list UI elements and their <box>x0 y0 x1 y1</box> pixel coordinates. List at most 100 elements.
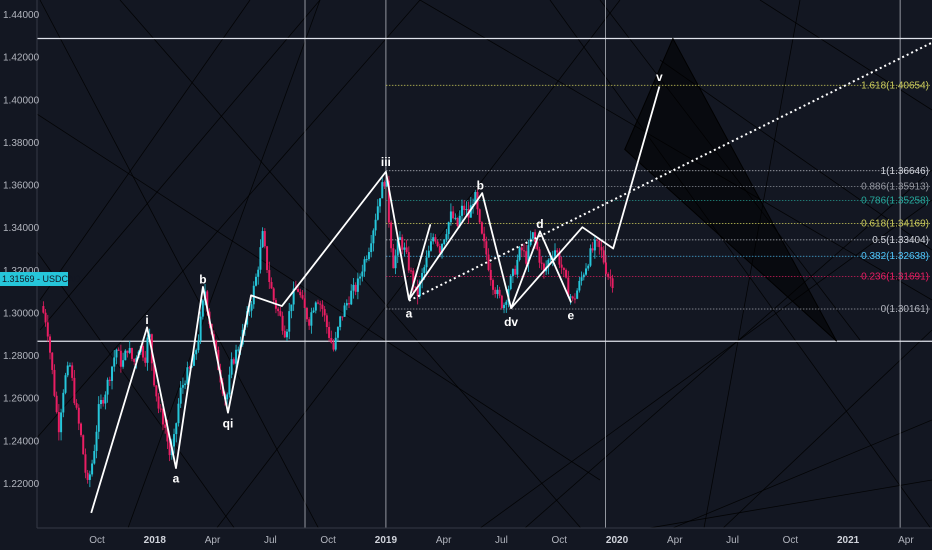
candle-body <box>509 275 512 290</box>
y-tick-label: 1.32000 <box>3 266 40 277</box>
candle-body <box>84 454 87 473</box>
candle-body <box>396 239 399 256</box>
candle-body <box>122 360 125 367</box>
candle-body <box>332 342 335 350</box>
candle-body <box>491 280 494 290</box>
candle-body <box>551 257 554 259</box>
x-tick-label: 2021 <box>837 535 860 546</box>
elliott-wave <box>90 86 661 514</box>
candle-body <box>454 217 457 219</box>
candle-body <box>106 379 109 395</box>
candle-body <box>405 247 408 253</box>
candle-body <box>86 472 89 480</box>
candle-body <box>596 239 599 241</box>
candle-body <box>345 303 348 306</box>
candle-body <box>73 377 76 404</box>
background-ray <box>699 329 932 550</box>
candle-body <box>607 273 610 278</box>
candle-body <box>192 354 195 366</box>
candle-body <box>75 403 78 408</box>
candle-body <box>483 233 486 242</box>
fib-level-label: 0.236(1.31691) <box>861 271 929 282</box>
background-ray <box>39 0 331 550</box>
candle-body <box>46 322 49 337</box>
candle-body <box>157 396 160 409</box>
candle-body <box>49 336 52 353</box>
trendline <box>408 41 932 302</box>
candle-body <box>418 281 421 296</box>
candle-body <box>212 334 215 341</box>
candle-body <box>343 305 346 317</box>
candle-body <box>518 247 521 260</box>
candle-body <box>600 247 603 251</box>
candle-body <box>42 306 45 313</box>
candle-body <box>133 358 136 362</box>
candle-body <box>312 310 315 313</box>
candle-body <box>153 363 156 386</box>
candle-body <box>376 206 379 220</box>
candle-body <box>250 304 253 311</box>
candle-body <box>91 463 94 475</box>
candle-body <box>576 290 579 299</box>
candle-body <box>383 182 386 187</box>
background-ray <box>699 0 801 550</box>
candle-body <box>591 248 594 251</box>
x-tick-label: Apr <box>436 535 452 546</box>
candle-body <box>452 211 455 219</box>
candle-body <box>93 450 96 464</box>
candle-body <box>547 259 550 268</box>
candle-body <box>235 349 238 364</box>
y-tick-label: 1.28000 <box>3 351 40 362</box>
candle-body <box>325 315 328 328</box>
candle-body <box>429 241 432 251</box>
y-tick-label: 1.38000 <box>3 138 40 149</box>
candle-body <box>531 232 534 239</box>
candle-body <box>589 248 592 266</box>
candle-body <box>270 282 273 289</box>
candle-body <box>379 198 382 207</box>
background-ray <box>0 89 601 481</box>
candle-body <box>445 234 448 240</box>
candle-body <box>436 241 439 247</box>
candle-body <box>573 298 576 300</box>
candle-body <box>480 222 483 234</box>
candle-body <box>71 365 74 378</box>
candle-body <box>449 211 452 223</box>
candle-body <box>173 434 176 447</box>
candle-body <box>602 250 605 263</box>
candle-body <box>443 239 446 245</box>
candle-body <box>381 182 384 199</box>
wave-label: e <box>567 309 574 323</box>
candle-body <box>68 365 71 367</box>
candle-body <box>403 247 406 250</box>
candle-body <box>565 269 568 278</box>
candle-body <box>199 316 202 341</box>
candle-body <box>520 247 523 251</box>
candle-body <box>119 350 122 367</box>
candle-body <box>62 392 65 413</box>
candle-body <box>569 296 572 298</box>
candle-body <box>438 246 441 253</box>
dotted-trendline <box>408 41 932 302</box>
candle-body <box>458 215 461 226</box>
candle-body <box>195 350 198 355</box>
background-ray <box>199 0 621 550</box>
candle-body <box>516 259 519 275</box>
candle-body <box>567 277 570 297</box>
fib-level-label: 0.886(1.35913) <box>861 181 929 192</box>
candle-body <box>334 337 337 350</box>
wave-label: a <box>406 307 413 321</box>
candle-body <box>126 350 129 353</box>
candle-body <box>460 205 463 216</box>
x-tick-label: Apr <box>205 535 221 546</box>
projection-cone-shape <box>624 37 838 342</box>
x-tick-label: Jul <box>495 535 508 546</box>
candle-body <box>425 257 428 268</box>
candle-body <box>500 295 503 309</box>
candle-body <box>330 337 333 343</box>
price-tag[interactable] <box>0 272 68 287</box>
candle-body <box>354 284 357 292</box>
candle-body <box>352 284 355 291</box>
candle-body <box>226 394 229 400</box>
